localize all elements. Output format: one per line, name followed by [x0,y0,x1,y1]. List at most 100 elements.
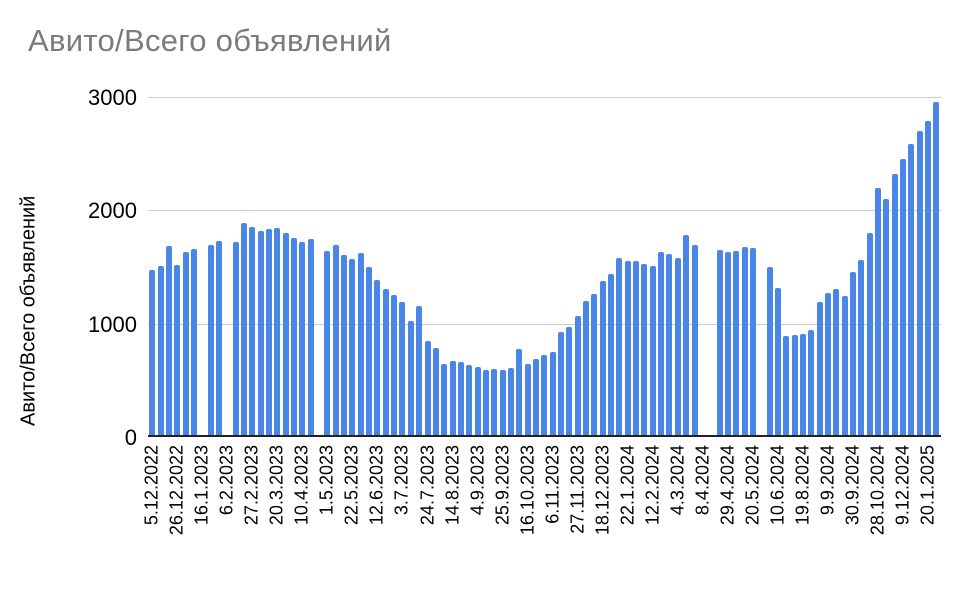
bar-slot [774,97,782,435]
bar-slot [932,97,940,435]
bar [691,245,698,435]
y-tick-label: 1000 [88,311,137,337]
y-tick-label: 2000 [88,198,137,224]
bar-slot [165,97,173,435]
x-slot: 10.6.2024 [767,443,787,583]
bar-slot [407,97,415,435]
x-slot [782,443,790,583]
bar-slot [640,97,648,435]
chart-title: Авито/Всего объявлений [28,23,392,58]
bar-slot [624,97,632,435]
bar [883,199,890,435]
bar-slot [515,97,523,435]
bar [608,274,615,435]
x-slot: 9.9.2024 [818,443,838,583]
bar-slot [715,97,723,435]
bar-slot [674,97,682,435]
bar [341,255,348,435]
bar [257,230,264,435]
bar [766,266,773,435]
bar [658,252,665,435]
x-slot: 19.8.2024 [792,443,812,583]
bar-slot [415,97,423,435]
bar-slot [390,97,398,435]
bar-slot [807,97,815,435]
bar [674,258,681,435]
bar [516,348,523,435]
bar [282,233,289,435]
bar [783,336,790,435]
bar [382,288,389,435]
bar-slot [498,97,506,435]
bar-slot [215,97,223,435]
bar-slot [899,97,907,435]
bar-slot [866,97,874,435]
bar [724,251,731,435]
bar [741,247,748,435]
bar-slot [231,97,239,435]
bar [274,228,281,435]
bar-slot [632,97,640,435]
x-slot: 18.12.2023 [592,443,612,583]
x-slot [907,443,915,583]
x-slot: 28.10.2024 [868,443,888,583]
bar [399,302,406,435]
bar [240,223,247,435]
x-slot: 3.7.2023 [392,443,412,583]
bar-slot [440,97,448,435]
bar [482,370,489,435]
bar-slot [340,97,348,435]
bar-slot [732,97,740,435]
bar-slot [332,97,340,435]
bar-slot [816,97,824,435]
bar-slot [874,97,882,435]
x-slot [532,443,540,583]
x-slot [231,443,239,583]
bar-slot [757,97,765,435]
bar-slot [841,97,849,435]
bar-slot [557,97,565,435]
bar [683,235,690,435]
bar-slot [457,97,465,435]
bar-slot [615,97,623,435]
x-slot [832,443,840,583]
bar [407,320,414,435]
bar-slot [649,97,657,435]
bar-slot [891,97,899,435]
bar-slot [507,97,515,435]
bar-slot [607,97,615,435]
bar-slot [590,97,598,435]
x-slot: 27.2.2023 [242,443,262,583]
x-slot [682,443,690,583]
bar [583,300,590,435]
bar-slot [298,97,306,435]
x-slot: 20.1.2025 [918,443,938,583]
bar [925,121,932,435]
bar [249,227,256,435]
bar [182,252,189,435]
x-slot [156,443,164,583]
bar-slot [540,97,548,435]
bar-slot [924,97,932,435]
bar [566,327,573,435]
bar-slot [223,97,231,435]
bar-slot [448,97,456,435]
bar-slot [565,97,573,435]
bar-slot [398,97,406,435]
bar-slot [315,97,323,435]
bar [349,258,356,435]
bar [633,261,640,435]
bar-slot [181,97,189,435]
x-slot: 10.4.2023 [292,443,312,583]
bar [441,363,448,435]
x-slot [432,443,440,583]
bar [307,239,314,435]
x-slot: 30.9.2024 [843,443,863,583]
bar [524,363,531,435]
x-slot [206,443,214,583]
bar [174,265,181,435]
bar-series [148,97,941,435]
bar [474,366,481,435]
x-slot [882,443,890,583]
